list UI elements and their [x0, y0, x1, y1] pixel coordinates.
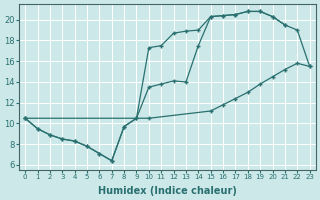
X-axis label: Humidex (Indice chaleur): Humidex (Indice chaleur) — [98, 186, 237, 196]
